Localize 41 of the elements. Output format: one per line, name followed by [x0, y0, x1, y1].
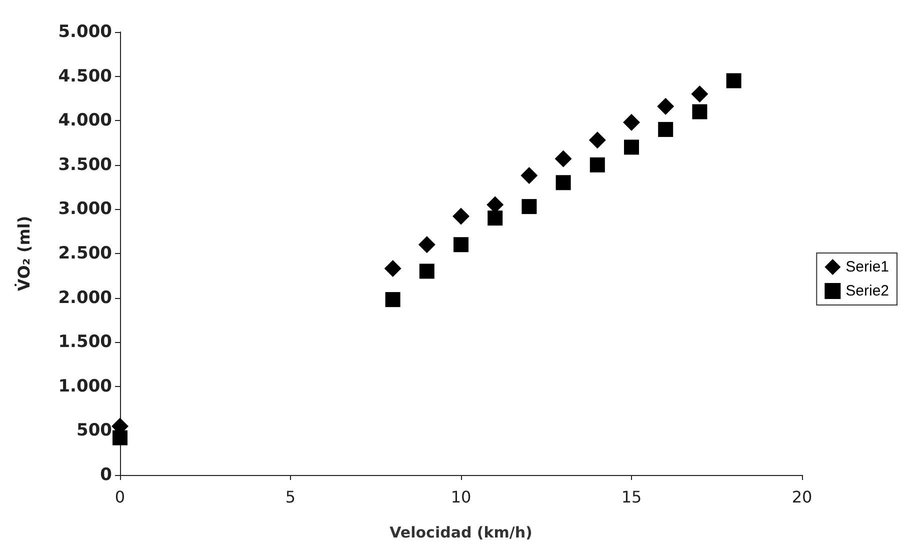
point: [384, 260, 402, 278]
point: [590, 157, 605, 172]
x-tick-label: 15: [621, 488, 642, 506]
y-tick-label: 3.500: [58, 154, 112, 175]
y-tick-label: 2.500: [58, 244, 112, 264]
x-axis-title: Velocidad (km/h): [390, 524, 532, 542]
y-tick-label: 4.500: [58, 66, 112, 86]
point: [520, 167, 538, 184]
point: [624, 140, 639, 155]
y-tick-label: 1.500: [58, 332, 112, 352]
point: [452, 208, 470, 225]
point: [588, 132, 606, 149]
legend-label: Serie2: [846, 282, 889, 300]
point: [554, 150, 572, 168]
point: [488, 210, 503, 226]
y-tick-label: 2.000: [58, 288, 112, 308]
point: [658, 122, 674, 137]
point: [454, 237, 468, 252]
point: [419, 264, 434, 279]
point: [418, 236, 436, 254]
y-tick-label: 3.000: [58, 199, 112, 220]
point: [623, 114, 640, 131]
y-tick-label: 500: [76, 420, 112, 441]
x-tick-label: 0: [114, 488, 126, 506]
y-tick-label: 0: [100, 465, 112, 485]
x-tick-label: 10: [450, 488, 472, 506]
point: [657, 98, 674, 115]
point: [385, 292, 400, 308]
x-tick-label: 20: [792, 488, 812, 506]
y-tick-label: 1.000: [58, 376, 112, 396]
point: [112, 430, 128, 446]
point: [522, 199, 537, 214]
point: [692, 104, 708, 120]
point: [691, 86, 708, 103]
y-tick-label: 4.000: [58, 110, 112, 131]
y-tick-label: 5.000: [58, 22, 112, 42]
x-tick-label: 5: [285, 488, 296, 506]
point: [556, 175, 571, 190]
point: [726, 73, 742, 88]
y-axis-title: V̇O₂ (ml): [14, 216, 34, 292]
legend-label: Serie1: [846, 258, 889, 276]
